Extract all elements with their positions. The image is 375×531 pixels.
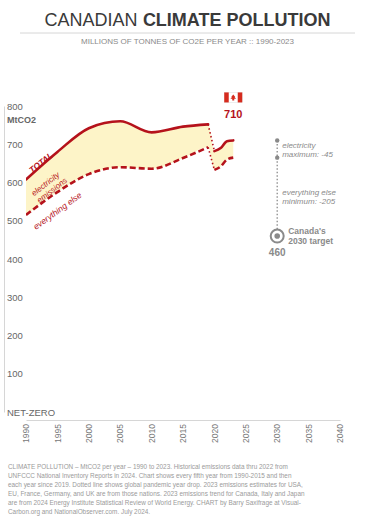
footer-line: EU, France, Germany, and UK are from tho…	[8, 490, 305, 498]
y-tick: 800	[4, 101, 23, 112]
subtitle: MILLIONS OF TONNES OF CO2E PER YEAR :: 1…	[81, 37, 295, 46]
band-label-line: emissions	[35, 176, 69, 205]
target-value-label: 460	[269, 247, 286, 258]
x-tick-label: 2010	[147, 424, 157, 443]
y-tick-label: 100	[7, 368, 23, 379]
flag-bar	[238, 92, 243, 102]
reduction-label: maximum: -45	[282, 150, 333, 159]
footer-line: UNFCCC National Inventory Reports in 202…	[8, 472, 292, 480]
title-part: CANADIAN	[44, 10, 137, 30]
y-tick-label: 500	[7, 215, 23, 226]
y-tick: 600	[4, 177, 23, 188]
target-dot	[274, 233, 280, 239]
y-tick-label: 400	[7, 254, 23, 265]
flag-icon	[224, 92, 242, 102]
footer-line: CLIMATE POLLUTION – MtCO2 per year – 199…	[8, 463, 288, 471]
x-tick: 2030	[272, 420, 282, 443]
footer-line: each year since 2019. Dotted line shows …	[8, 481, 303, 489]
x-tick: 2020	[210, 420, 220, 443]
y-tick: 300	[4, 292, 23, 303]
flag-bar	[224, 92, 229, 102]
x-axis-line	[27, 420, 341, 421]
x-tick: 2010	[147, 420, 157, 443]
flag-field	[224, 92, 242, 102]
reduction-label: everything else	[282, 188, 336, 197]
x-tick: 2000	[84, 420, 94, 443]
y-tick: NET-ZERO	[4, 407, 55, 418]
chart-svg: CANADIAN CLIMATE POLLUTION MILLIONS OF TON…	[0, 0, 375, 531]
x-tick: 2040	[335, 420, 345, 443]
y-tick-label: 600	[7, 177, 23, 188]
value-label: 710	[224, 108, 242, 120]
series-line	[208, 147, 214, 170]
series-line	[214, 158, 233, 170]
target-ring	[271, 230, 284, 243]
y-tick: 200	[4, 330, 23, 341]
y-tick: 400	[4, 254, 23, 265]
reduction-start	[275, 138, 279, 142]
x-tick-label: 2030	[272, 424, 282, 443]
x-tick: 2025	[241, 420, 251, 443]
title-rule	[20, 33, 355, 34]
target-label: Canada's	[288, 226, 326, 236]
plot-marks	[26, 121, 284, 242]
reduction-line	[277, 158, 278, 236]
x-tick-label: 2015	[178, 424, 188, 443]
x-tick: 2035	[304, 420, 314, 443]
footer-line: Carbon.org and NationalObserver.com. Jul…	[8, 508, 150, 516]
y-tick-label: 300	[7, 292, 23, 303]
y-tick-label: 800	[7, 101, 23, 112]
chart-container: CANADIAN CLIMATE POLLUTION MILLIONS OF TON…	[0, 0, 375, 531]
y-tick-label: NET-ZERO	[7, 407, 55, 418]
x-tick: 1990	[21, 420, 31, 443]
title-part: CLIMATE POLLUTION	[143, 10, 331, 30]
band-label: electricityemissions	[30, 169, 69, 205]
x-tick-label: 2020	[210, 424, 220, 443]
series-label: TOTAL	[27, 150, 55, 175]
flag-leaf	[230, 94, 236, 100]
y-axis-title: MtCO2	[7, 115, 36, 125]
reduction-start	[275, 155, 279, 159]
x-tick-label: 1990	[21, 424, 31, 443]
x-tick-label: 2005	[115, 424, 125, 443]
x-tick-label: 2035	[304, 424, 314, 443]
footer-line: are from 2024 Energy Institute Statistic…	[8, 499, 301, 507]
annotations: TOTALeverything elseelectricityemissions…	[27, 92, 336, 258]
series-line	[26, 121, 208, 179]
reduction-line	[277, 140, 278, 157]
y-tick-label: 700	[7, 139, 23, 150]
y-axis: NET-ZERO 100 200 300 400 500 600 700 800	[4, 101, 55, 418]
band-area	[26, 121, 233, 215]
x-tick-label: 2000	[84, 424, 94, 443]
x-tick: 2005	[115, 420, 125, 443]
series-line	[26, 147, 208, 215]
x-tick-label: 1995	[53, 424, 63, 443]
x-tick: 2015	[178, 420, 188, 443]
background	[0, 0, 375, 531]
title: CANADIAN CLIMATE POLLUTION	[44, 10, 330, 30]
y-tick: 500	[4, 215, 23, 226]
x-tick: 1995	[53, 420, 63, 443]
series-line	[214, 140, 233, 151]
target-label: 2030 target	[288, 236, 333, 246]
series-line	[208, 124, 214, 151]
footer: CLIMATE POLLUTION – MtCO2 per year – 199…	[8, 463, 305, 516]
x-tick-label: 2025	[241, 424, 251, 443]
y-axis-line	[4, 107, 5, 413]
x-axis: 1990 1995 2000 2005 2010 2015 2020 2025 2030 2035…	[21, 420, 345, 443]
y-tick: 100	[4, 368, 23, 379]
y-tick: 700	[4, 139, 23, 150]
reduction-label: electricity	[282, 141, 316, 150]
reduction-label: minimum: -205	[282, 197, 335, 206]
y-tick-label: 200	[7, 330, 23, 341]
x-tick-label: 2040	[335, 424, 345, 443]
